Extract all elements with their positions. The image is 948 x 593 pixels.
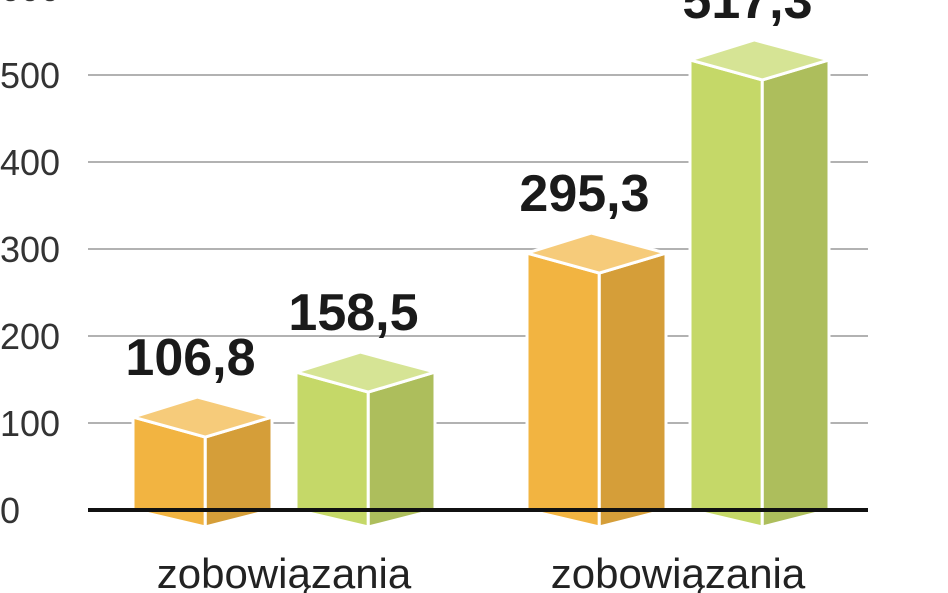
bar-top-face [127,395,278,439]
bar-left-face [525,251,601,529]
bar-right-face [760,57,831,529]
bar-left-face [294,370,370,529]
value-label: 158,5 [288,284,418,342]
bar-top-face [290,350,441,394]
bar-left-face [688,57,764,529]
bar-right-face [597,251,668,529]
bar [521,231,672,529]
value-label: 295,3 [519,165,649,223]
bar [684,38,835,529]
bar-top-face [521,231,672,275]
bar [290,350,441,529]
y-tick-label: 400 [0,142,60,183]
x-tick-label: zobowiązania [157,550,412,593]
y-tick-label: 0 [0,490,20,531]
y-tick-label: 500 [0,55,60,96]
value-label: 106,8 [125,329,255,387]
y-tick-label: 300 [0,229,60,270]
value-label: 517,3 [682,0,812,30]
bar [127,395,278,529]
y-tick-label: 100 [0,403,60,444]
y-tick-label: 600 [0,0,60,9]
bar-top-face [684,38,835,82]
x-tick-label: zobowiązania [551,550,806,593]
bar-right-face [366,370,437,529]
y-tick-label: 200 [0,316,60,357]
